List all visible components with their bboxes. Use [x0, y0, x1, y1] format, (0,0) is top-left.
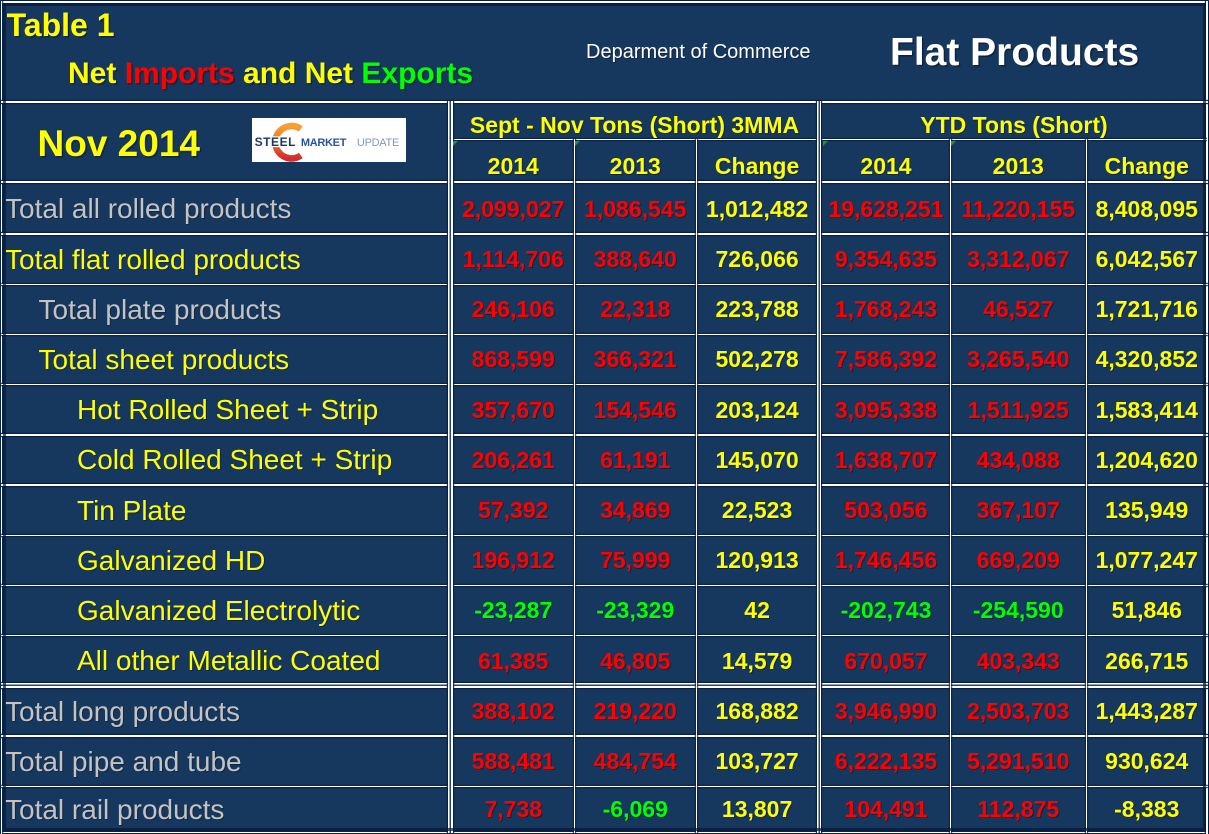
svg-text:STEEL: STEEL: [255, 135, 296, 149]
svg-text:UPDATE: UPDATE: [357, 137, 399, 149]
svg-text:MARKET: MARKET: [301, 137, 347, 149]
